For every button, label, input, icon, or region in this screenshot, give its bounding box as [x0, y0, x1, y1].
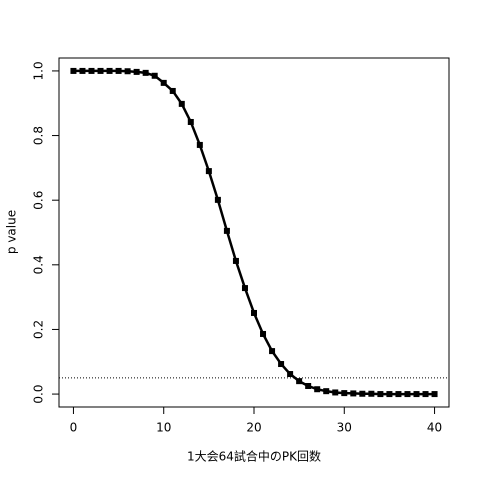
- data-point: [124, 68, 131, 75]
- data-point: [160, 79, 167, 86]
- data-point: [251, 309, 257, 316]
- data-point: [97, 67, 104, 74]
- data-point: [214, 196, 221, 203]
- data-point: [205, 168, 212, 175]
- data-point: [386, 391, 393, 398]
- y-tick-label: 1.0: [32, 61, 46, 80]
- y-tick-label: 0.6: [32, 191, 46, 210]
- data-point: [269, 348, 276, 355]
- data-point: [106, 67, 113, 74]
- data-point: [278, 361, 285, 368]
- data-point: [404, 391, 411, 398]
- data-point: [178, 100, 185, 107]
- x-tick-label: 20: [246, 421, 261, 435]
- data-point: [305, 382, 312, 389]
- x-tick-label: 10: [156, 421, 171, 435]
- y-tick-label: 0.2: [32, 320, 46, 339]
- data-point: [232, 257, 239, 264]
- data-point: [70, 67, 77, 74]
- plot-box: [58, 57, 450, 408]
- y-axis-label: p value: [5, 210, 19, 254]
- data-point: [88, 67, 95, 74]
- data-point: [142, 69, 149, 76]
- data-point: [368, 390, 375, 397]
- x-axis-label: 1大会64試合中のPK回数: [187, 449, 321, 464]
- data-point: [223, 227, 230, 234]
- data-point: [314, 386, 321, 393]
- x-tick-label: 30: [337, 421, 352, 435]
- data-line: [73, 69, 435, 396]
- y-tick-label: 0.4: [32, 255, 46, 274]
- data-point: [287, 371, 294, 378]
- data-point: [359, 390, 366, 397]
- data-point: [422, 391, 429, 398]
- data-point: [151, 72, 158, 79]
- data-point: [395, 391, 402, 398]
- data-point: [133, 68, 140, 75]
- data-point: [187, 118, 194, 125]
- data-point: [350, 390, 357, 397]
- y-tick-label: 0.0: [32, 385, 46, 404]
- data-point: [115, 67, 122, 74]
- data-point: [169, 87, 176, 94]
- y-tick-label: 0.8: [32, 126, 46, 145]
- data-point: [413, 391, 420, 398]
- data-point: [260, 330, 267, 337]
- data-point: [431, 391, 438, 398]
- data-point: [332, 389, 339, 396]
- data-point: [296, 378, 303, 385]
- x-tick-label: 40: [427, 421, 442, 435]
- data-point: [341, 390, 348, 397]
- data-point: [196, 141, 203, 148]
- x-tick-label: 0: [70, 421, 78, 435]
- data-point: [323, 388, 330, 395]
- data-point: [377, 391, 384, 398]
- data-point: [79, 67, 86, 74]
- data-point: [241, 285, 248, 292]
